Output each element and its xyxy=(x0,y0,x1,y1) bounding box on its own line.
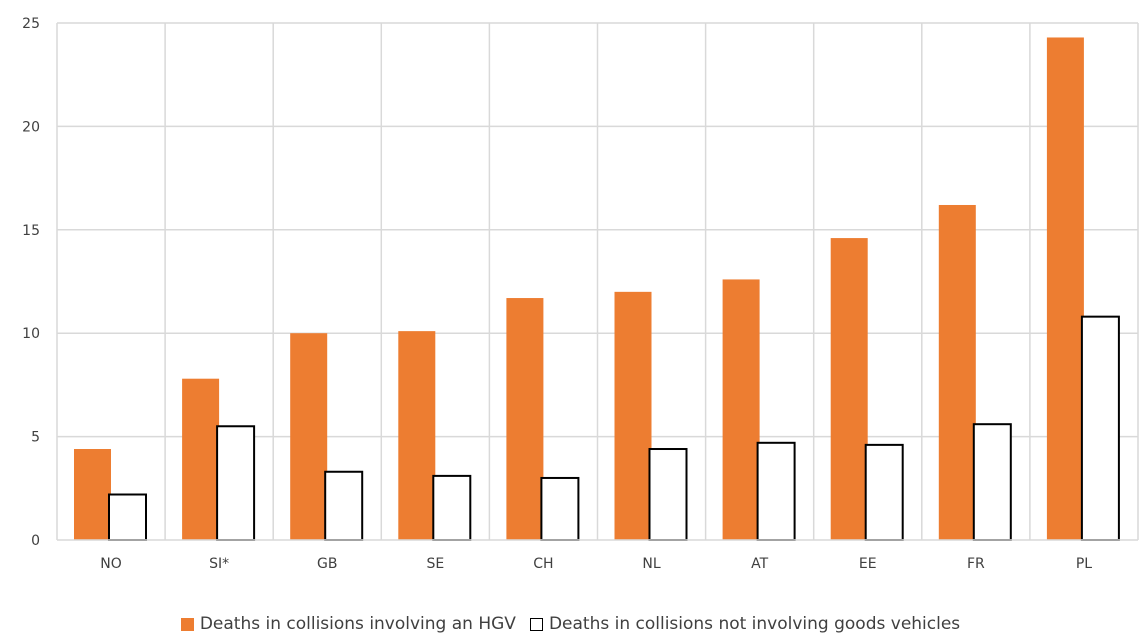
x-tick-label: PL xyxy=(1076,556,1092,572)
bar-hgv xyxy=(398,331,436,540)
legend: Deaths in collisions involving an HGV De… xyxy=(0,614,1141,634)
bar-non-goods xyxy=(1080,315,1120,541)
y-axis-ticks: 0 5 10 15 20 25 xyxy=(22,16,40,549)
bar-non-goods xyxy=(972,423,1012,541)
x-tick-label: FR xyxy=(967,556,985,572)
x-tick-label: NL xyxy=(642,556,660,572)
bar-non-goods xyxy=(540,476,580,541)
bars xyxy=(74,37,1120,542)
bar-hgv xyxy=(722,279,760,540)
x-tick-label: GB xyxy=(317,556,337,572)
legend-item-hgv: Deaths in collisions involving an HGV xyxy=(180,614,516,634)
x-tick-label: EE xyxy=(859,556,877,572)
bar-non-goods xyxy=(108,493,147,541)
bar-hgv xyxy=(1046,37,1084,540)
legend-item-non-goods: Deaths in collisions not involving goods… xyxy=(529,614,961,634)
legend-label-non-goods: Deaths in collisions not involving goods… xyxy=(548,614,961,634)
bar-hgv xyxy=(830,238,868,540)
bar-chart: 0 5 10 15 20 25 NO SI* GB SE CH NL AT EE FR PL xyxy=(22,16,1139,572)
bar-non-goods xyxy=(324,470,364,542)
y-tick-label: 10 xyxy=(22,326,40,342)
x-axis-ticks: NO SI* GB SE CH NL AT EE FR PL xyxy=(100,556,1092,572)
legend-swatch-hgv xyxy=(180,617,194,631)
bar-hgv xyxy=(506,298,544,540)
x-tick-label: SI* xyxy=(209,556,229,572)
bar-non-goods xyxy=(756,441,796,541)
bar-non-goods xyxy=(432,474,472,541)
bar-hgv xyxy=(290,333,328,540)
x-tick-label: SE xyxy=(426,556,444,572)
bar-hgv xyxy=(74,449,111,540)
x-tick-label: CH xyxy=(533,556,553,572)
bar-non-goods xyxy=(216,425,256,542)
y-tick-label: 5 xyxy=(31,430,40,446)
y-tick-label: 15 xyxy=(22,223,40,239)
y-tick-label: 20 xyxy=(22,119,40,135)
x-tick-label: AT xyxy=(751,556,768,572)
legend-label-hgv: Deaths in collisions involving an HGV xyxy=(199,614,516,634)
x-tick-label: NO xyxy=(100,556,122,572)
bar-hgv xyxy=(938,204,976,540)
bar-non-goods xyxy=(864,443,904,542)
y-tick-label: 25 xyxy=(22,16,40,32)
y-tick-label: 0 xyxy=(31,533,40,549)
gridlines xyxy=(56,22,1139,540)
bar-hgv xyxy=(614,291,652,540)
legend-swatch-non-goods xyxy=(529,617,543,631)
bar-hgv xyxy=(182,378,220,540)
bar-non-goods xyxy=(648,448,688,541)
